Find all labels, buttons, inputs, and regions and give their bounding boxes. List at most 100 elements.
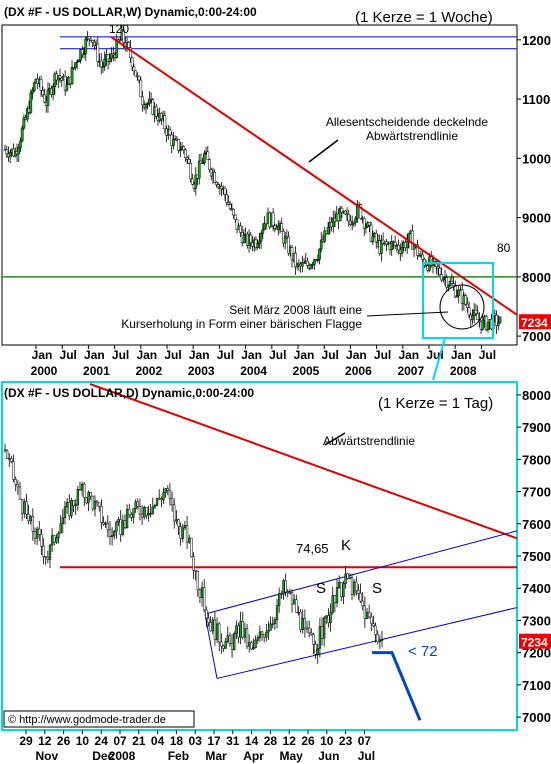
weekly-candle-body	[435, 261, 438, 268]
weekly-candle-body	[464, 295, 467, 305]
daily-candle-body	[166, 488, 169, 491]
weekly-candle-body	[481, 319, 485, 330]
daily-y-tick-label: 7100	[522, 678, 551, 693]
weekly-candle-body	[447, 285, 450, 288]
weekly-x-tick-label: Jan	[398, 348, 419, 362]
daily-candle-body	[308, 627, 311, 634]
daily-candle-body	[211, 619, 214, 632]
weekly-candle-body	[445, 277, 449, 288]
weekly-x-tick-label: Jul	[60, 348, 77, 362]
daily-trend-pointer	[324, 432, 346, 446]
weekly-x-year-label: 2008	[450, 364, 477, 378]
weekly-x-year-label: 2006	[345, 364, 372, 378]
daily-x-month-label: Dec	[92, 749, 114, 763]
daily-candle-body	[42, 545, 45, 557]
weekly-candle-body	[220, 186, 223, 189]
daily-candle-body	[100, 505, 103, 523]
daily-candle-body	[65, 502, 69, 508]
daily-candle-body	[250, 642, 253, 650]
weekly-candle-body	[168, 129, 172, 136]
weekly-candle-body	[172, 139, 175, 146]
weekly-candle-body	[144, 104, 148, 109]
daily-candle-body	[299, 611, 302, 631]
weekly-candle-body	[412, 245, 416, 250]
weekly-x-year-label: 2007	[397, 364, 424, 378]
weekly-candle-body	[232, 209, 235, 216]
weekly-x-year-label: 2002	[135, 364, 162, 378]
daily-candle-body	[342, 583, 345, 598]
daily-last-price-tag	[519, 633, 551, 649]
weekly-x-tick-label: Jul	[164, 348, 181, 362]
daily-candle-body	[367, 611, 371, 618]
daily-candle-body	[185, 525, 189, 543]
weekly-candle-body	[111, 53, 115, 56]
weekly-candle-body	[82, 53, 86, 55]
weekly-candle-body	[148, 98, 151, 104]
daily-candle-body	[70, 500, 73, 517]
weekly-candle-body	[110, 53, 113, 59]
weekly-candle-body	[390, 241, 394, 251]
weekly-candle-body	[313, 259, 316, 265]
weekly-candle-body	[185, 157, 189, 160]
weekly-candle-body	[39, 78, 43, 91]
daily-candle-body	[140, 513, 144, 518]
weekly-candle-body	[228, 204, 232, 210]
daily-candle-body	[130, 514, 133, 518]
weekly-candle-body	[187, 158, 191, 164]
weekly-y-tick-label: 8000	[522, 270, 551, 285]
daily-candle-body	[147, 513, 150, 516]
daily-candle-body	[175, 519, 178, 522]
weekly-candle-body	[206, 151, 210, 160]
weekly-candle-body	[227, 202, 230, 205]
weekly-candle-body	[450, 281, 454, 284]
daily-y-tick-label: 7900	[522, 420, 551, 435]
weekly-candle-body	[139, 79, 143, 98]
weekly-candle-body	[129, 47, 132, 59]
weekly-plot: (DX #F - US DOLLAR,W) Dynamic,0:00-24:00…	[1, 5, 518, 346]
daily-candle-body	[230, 642, 234, 650]
daily-candle-body	[263, 633, 266, 638]
daily-x-tick-label: 26	[57, 734, 71, 748]
daily-candle-body	[63, 506, 67, 518]
weekly-candle-body	[294, 252, 297, 268]
daily-candle-body	[241, 621, 244, 638]
daily-x-tick-label: 17	[207, 734, 221, 748]
weekly-candle-body	[130, 57, 134, 68]
daily-y-tick-label: 7000	[522, 710, 551, 725]
weekly-candle-body	[311, 263, 315, 266]
annotation-flag-2: Kurserholung in Form einer bärischen Fla…	[121, 317, 362, 331]
daily-candle-body	[59, 523, 62, 534]
weekly-last-price-label: 7234	[521, 316, 548, 330]
annotation-s-right: S	[372, 580, 382, 597]
daily-candle-body	[209, 622, 212, 632]
daily-candle-body	[218, 623, 221, 643]
weekly-x-tick-label: Jul	[269, 348, 286, 362]
daily-candle-body	[16, 484, 20, 488]
weekly-candle-body	[264, 222, 268, 225]
weekly-candle-body	[79, 49, 82, 61]
weekly-candle-body	[19, 140, 22, 148]
weekly-y-tick-label: 9000	[522, 211, 551, 226]
weekly-candle-body	[215, 182, 218, 185]
weekly-candle-body	[259, 233, 263, 242]
weekly-candle-body	[225, 194, 229, 203]
daily-candle-body	[14, 479, 17, 485]
daily-candle-body	[78, 489, 82, 491]
weekly-candle-body	[331, 217, 335, 227]
daily-candle-body	[237, 625, 240, 638]
daily-candle-body	[284, 580, 287, 593]
weekly-candle-body	[72, 67, 76, 69]
weekly-y-tick-label: 10000	[522, 151, 551, 166]
weekly-candle-body	[163, 115, 167, 130]
weekly-candle-body	[441, 277, 445, 281]
flag-pointer	[366, 311, 449, 317]
annotation-7465: 74,65	[296, 541, 329, 556]
daily-candle-body	[177, 519, 180, 527]
daily-candle-body	[153, 505, 157, 508]
weekly-candle-body	[455, 295, 459, 298]
daily-y-tick-label: 7300	[522, 613, 551, 628]
weekly-candle-body	[108, 57, 112, 62]
daily-candle-body	[23, 501, 26, 514]
daily-downtrend-line	[89, 383, 518, 540]
